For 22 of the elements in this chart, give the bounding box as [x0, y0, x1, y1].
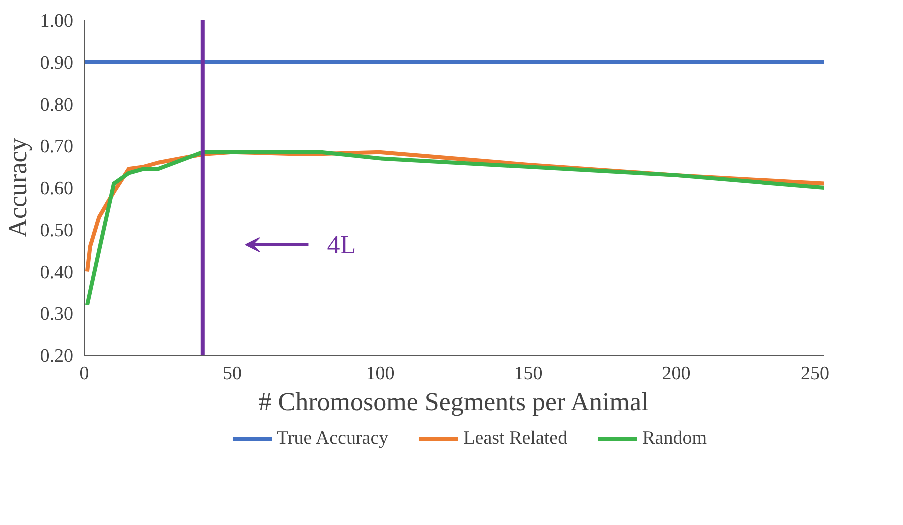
- annotation: 4L: [327, 230, 356, 260]
- y-tick-label: 0.50: [40, 220, 74, 242]
- y-tick-label: 0.70: [40, 136, 74, 158]
- y-tick-label: 0.40: [40, 262, 74, 284]
- legend-label: Least Related: [464, 428, 568, 450]
- x-tick-label: 0: [80, 364, 90, 384]
- y-tick-label: 0.60: [40, 178, 74, 200]
- x-axis-title: # Chromosome Segments per Animal: [258, 388, 649, 416]
- x-tick-label: 200: [662, 364, 691, 384]
- legend-label: True Accuracy: [276, 428, 389, 450]
- y-tick-label: 0.30: [40, 304, 74, 326]
- y-tick-label: 0.90: [40, 52, 74, 74]
- y-tick-label: 0.20: [40, 346, 74, 367]
- x-tick-label: 100: [366, 364, 395, 384]
- y-tick-label: 0.80: [40, 94, 74, 116]
- x-tick-label: 50: [223, 364, 242, 384]
- y-axis-title: Accuracy: [3, 138, 32, 238]
- legend-label: Random: [642, 428, 708, 450]
- y-tick-label: 1.00: [40, 11, 74, 32]
- line-series: [85, 150, 824, 308]
- x-tick-label: 250: [801, 364, 830, 384]
- x-tick-label: 150: [514, 364, 543, 384]
